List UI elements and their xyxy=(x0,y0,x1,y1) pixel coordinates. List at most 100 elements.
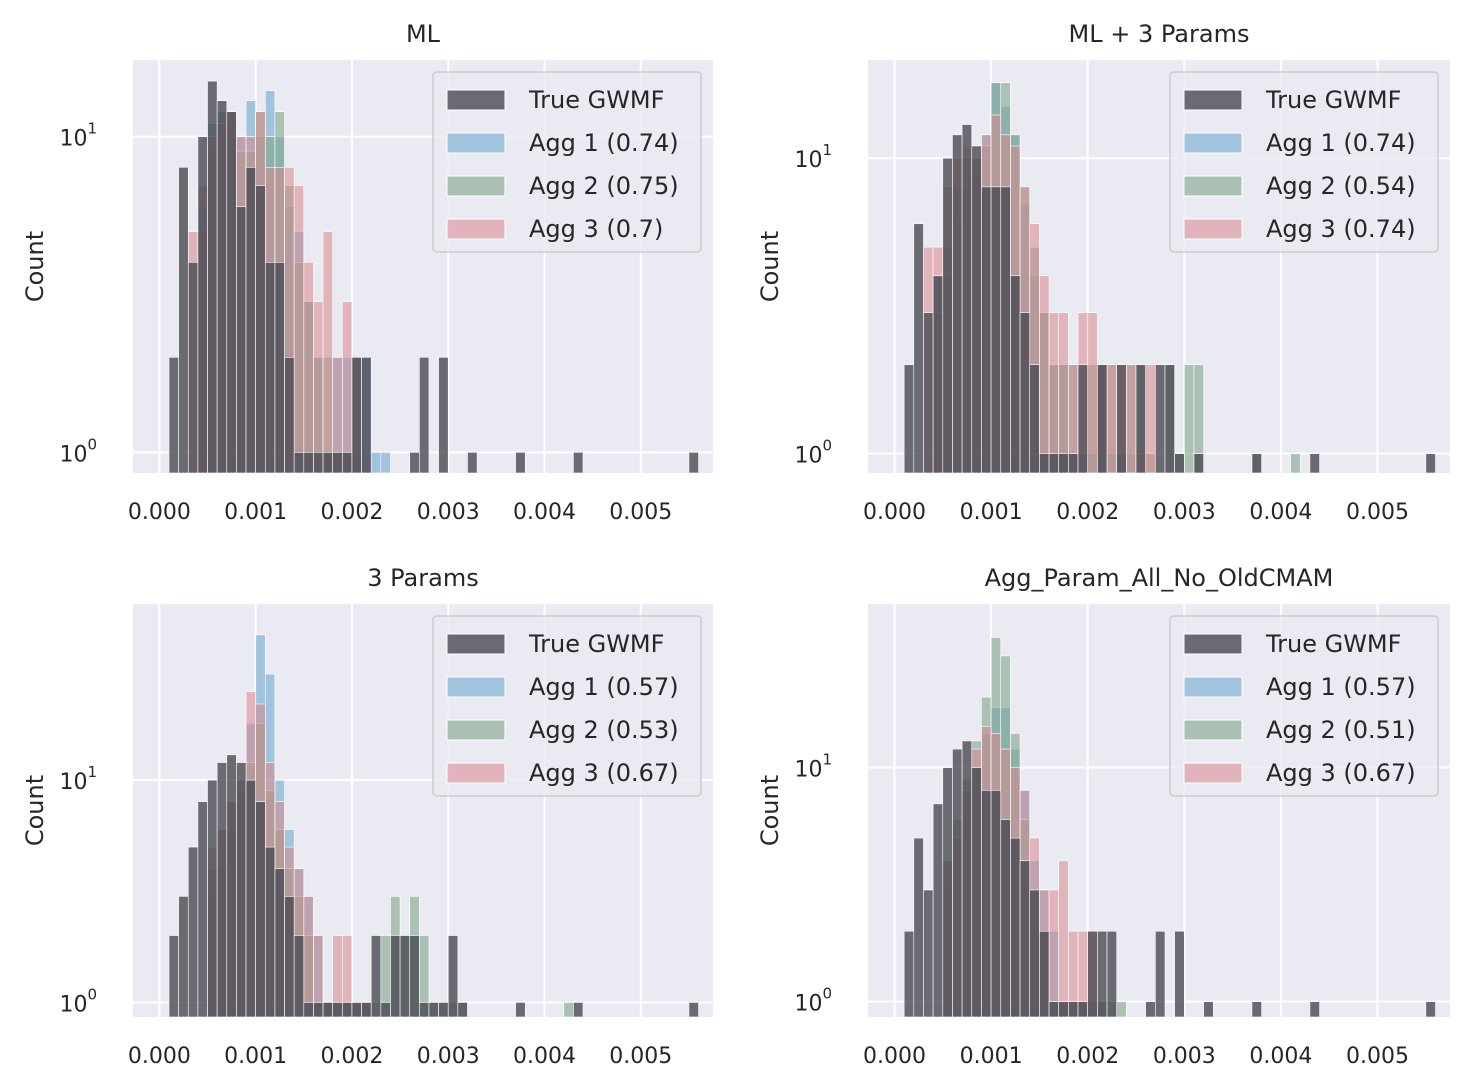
bar xyxy=(1058,1001,1069,1018)
bar xyxy=(303,262,314,474)
bar xyxy=(1000,186,1011,474)
legend-swatch xyxy=(1183,89,1243,111)
panel-title: ML + 3 Params xyxy=(1069,20,1250,48)
bar xyxy=(409,935,420,1018)
bar xyxy=(1155,930,1166,1018)
bar xyxy=(409,452,420,474)
bar xyxy=(1058,312,1069,474)
bars xyxy=(168,634,699,1018)
bar xyxy=(1116,364,1127,474)
bar xyxy=(380,1002,391,1018)
bars xyxy=(168,80,699,474)
bar xyxy=(1048,453,1060,474)
x-tick-label: 0.002 xyxy=(320,1044,383,1069)
x-tick-label: 0.000 xyxy=(863,500,926,525)
legend-label: Agg 2 (0.75) xyxy=(529,172,679,200)
bar xyxy=(1116,1001,1127,1018)
legend-swatch xyxy=(1183,218,1243,240)
bar xyxy=(688,1002,699,1018)
bar xyxy=(447,935,459,1018)
y-tick-label: 100 xyxy=(794,437,832,469)
x-tick-label: 0.005 xyxy=(1346,500,1409,525)
y-tick-exponent: 0 xyxy=(822,437,832,455)
legend: True GWMF Agg 1 (0.57) Agg 2 (0.51) Agg 3 (… xyxy=(1169,615,1439,797)
bar xyxy=(961,740,973,1018)
x-tick-label: 0.001 xyxy=(224,500,287,525)
legend-swatch xyxy=(1183,132,1243,154)
bar xyxy=(515,452,526,474)
y-tick-exponent: 1 xyxy=(822,141,832,159)
bar xyxy=(688,452,699,474)
series-1 xyxy=(168,754,699,1018)
bar xyxy=(168,935,179,1018)
bar xyxy=(322,231,333,474)
bar xyxy=(990,186,1002,474)
legend-swatch xyxy=(446,89,506,111)
bar xyxy=(313,1002,324,1018)
y-tick-label: 100 xyxy=(794,985,832,1017)
bar xyxy=(1048,889,1060,1018)
legend-swatch xyxy=(446,132,506,154)
panel-title: ML xyxy=(406,20,441,48)
legend-swatch xyxy=(446,218,506,240)
bar xyxy=(390,935,401,1018)
bar xyxy=(187,262,199,474)
bar xyxy=(1039,453,1050,474)
bar xyxy=(284,896,295,1018)
legend-label: Agg 2 (0.54) xyxy=(1266,172,1416,200)
x-tick-label: 0.005 xyxy=(1346,1044,1409,1069)
bar xyxy=(419,357,430,474)
bar xyxy=(1097,364,1108,474)
bar xyxy=(1145,364,1156,474)
bar xyxy=(236,206,247,474)
y-tick-exponent: 1 xyxy=(87,120,97,138)
bar xyxy=(923,889,934,1018)
bar xyxy=(1029,889,1040,1018)
y-tick-label: 101 xyxy=(59,120,97,152)
bar xyxy=(1077,364,1088,474)
bar xyxy=(1087,312,1098,474)
bar xyxy=(1106,930,1117,1018)
bar xyxy=(428,1002,439,1018)
bar xyxy=(1425,1001,1436,1018)
bar xyxy=(255,801,266,1018)
bar xyxy=(1309,1001,1320,1018)
bar xyxy=(361,357,372,474)
legend-swatch xyxy=(446,719,506,741)
x-tick-label: 0.002 xyxy=(1056,500,1119,525)
bar xyxy=(303,1002,314,1018)
legend: True GWMF Agg 1 (0.74) Agg 2 (0.75) Agg 3 (… xyxy=(432,71,702,253)
bar xyxy=(1145,1001,1156,1018)
legend-label: Agg 3 (0.67) xyxy=(1266,759,1416,787)
y-tick-label: 101 xyxy=(794,141,832,173)
bar xyxy=(1135,364,1146,474)
bar xyxy=(342,301,353,474)
panel-2: 0.000 0.001 0.002 0.003 0.004 0.005100101Coun… xyxy=(756,20,1450,525)
y-tick-base: 10 xyxy=(794,992,822,1017)
bar xyxy=(303,452,314,474)
panel-title: Agg_Param_All_No_OldCMAM xyxy=(985,564,1334,592)
bar xyxy=(216,762,228,1018)
bar xyxy=(313,301,324,474)
bar xyxy=(178,896,189,1018)
bar xyxy=(952,748,963,1018)
panel-1: 0.000 0.001 0.002 0.003 0.004 0.005100101Coun… xyxy=(21,20,713,525)
bar xyxy=(351,1002,362,1018)
bar xyxy=(1000,819,1011,1018)
bar xyxy=(226,754,237,1018)
bar xyxy=(197,136,208,474)
legend-frame xyxy=(432,71,702,253)
bar xyxy=(1029,364,1040,474)
legend-frame xyxy=(1169,615,1439,797)
bar xyxy=(1164,364,1175,474)
bar xyxy=(332,1002,343,1018)
bar xyxy=(1039,930,1050,1018)
series-1 xyxy=(903,740,1436,1018)
panel-4: 0.000 0.001 0.002 0.003 0.004 0.005100101Coun… xyxy=(756,564,1450,1069)
bar xyxy=(245,166,256,474)
bar xyxy=(1019,860,1031,1018)
bar xyxy=(952,134,963,474)
bar xyxy=(903,930,915,1018)
bar xyxy=(942,767,953,1018)
legend-label: Agg 3 (0.67) xyxy=(529,759,679,787)
